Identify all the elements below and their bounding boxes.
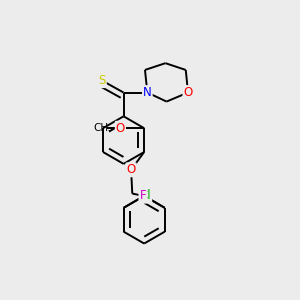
Text: F: F: [140, 190, 146, 202]
Text: S: S: [98, 74, 106, 87]
Text: O: O: [183, 86, 193, 99]
Text: O: O: [116, 122, 125, 135]
Text: CH₃: CH₃: [93, 123, 112, 133]
Text: Cl: Cl: [140, 190, 151, 202]
Text: O: O: [127, 163, 136, 176]
Text: N: N: [143, 86, 152, 99]
